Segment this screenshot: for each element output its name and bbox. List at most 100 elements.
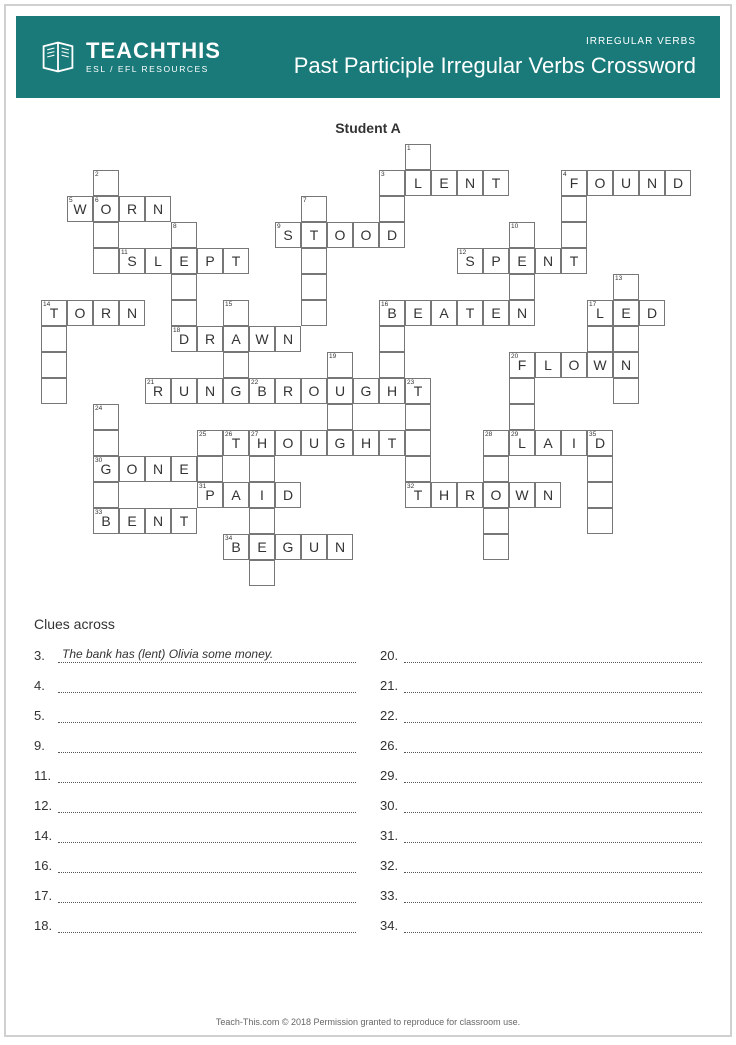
crossword-cell [249,508,275,534]
clue-line[interactable] [58,676,356,693]
clue-row: 4. [34,676,356,693]
clue-line[interactable] [58,826,356,843]
crossword-cell: G [327,430,353,456]
crossword-cell [301,248,327,274]
crossword-cell: E [483,300,509,326]
crossword-cell: N [145,508,171,534]
crossword-cell: T14 [41,300,67,326]
clue-answer: The bank has (lent) Olivia some money. [62,647,273,661]
crossword-cell: D35 [587,430,613,456]
crossword-cell: D [379,222,405,248]
crossword-cell: I [249,482,275,508]
crossword-cell: 13 [613,274,639,300]
crossword-cell: D [275,482,301,508]
crossword-cell [405,404,431,430]
clue-number: 14. [34,828,58,843]
crossword-cell [41,326,67,352]
crossword-cell [93,222,119,248]
crossword-cell: W [509,482,535,508]
clue-row: 20. [380,646,702,663]
crossword-cell: N [145,196,171,222]
crossword-cell: 7 [301,196,327,222]
crossword-cell: E [171,248,197,274]
crossword-cell: 24 [93,404,119,430]
crossword-cell: N [535,248,561,274]
clue-number: 32. [380,858,404,873]
crossword-cell: 28 [483,430,509,456]
crossword-cell: S12 [457,248,483,274]
clue-row: 12. [34,796,356,813]
crossword-cell: O [67,300,93,326]
clue-line[interactable] [58,736,356,753]
clues-column-left: 3.The bank has (lent) Olivia some money.… [34,646,356,946]
brand-tagline: ESL / EFL RESOURCES [86,65,221,74]
clue-line[interactable] [58,886,356,903]
clue-row: 14. [34,826,356,843]
crossword-cell: S9 [275,222,301,248]
crossword-cell: W [587,352,613,378]
crossword-cell: N [275,326,301,352]
clue-line[interactable] [58,916,356,933]
clue-row: 32. [380,856,702,873]
clue-line[interactable] [404,706,702,723]
clue-number: 31. [380,828,404,843]
crossword-cell [613,378,639,404]
clue-line[interactable]: The bank has (lent) Olivia some money. [58,646,356,663]
clue-line[interactable] [404,766,702,783]
clue-line[interactable] [404,886,702,903]
clue-line[interactable] [404,736,702,753]
crossword-cell: T [379,430,405,456]
crossword-cell: G [353,378,379,404]
crossword-cell: 19 [327,352,353,378]
clue-row: 30. [380,796,702,813]
crossword-cell [93,430,119,456]
crossword-cell: 1 [405,144,431,170]
crossword-cell [405,430,431,456]
crossword-cell [93,248,119,274]
crossword-cell [41,378,67,404]
clue-line[interactable] [404,826,702,843]
clue-row: 29. [380,766,702,783]
clue-line[interactable] [404,916,702,933]
clue-row: 3.The bank has (lent) Olivia some money. [34,646,356,663]
crossword-cell: O6 [93,196,119,222]
clue-line[interactable] [404,796,702,813]
clue-line[interactable] [58,706,356,723]
crossword-cell: A [535,430,561,456]
crossword-cell: E [431,170,457,196]
clue-number: 21. [380,678,404,693]
clue-line[interactable] [58,796,356,813]
crossword-cell: E [405,300,431,326]
crossword-cell [509,274,535,300]
clue-number: 30. [380,798,404,813]
crossword-cell [587,456,613,482]
crossword-cell: T [561,248,587,274]
crossword-cell: L17 [587,300,613,326]
clue-line[interactable] [58,766,356,783]
crossword-cell: N [639,170,665,196]
crossword-cell: T26 [223,430,249,456]
crossword-cell: 3 [379,170,405,196]
crossword-cell: D [665,170,691,196]
clue-row: 22. [380,706,702,723]
clue-line[interactable] [404,856,702,873]
header-bar: TEACHTHIS ESL / EFL RESOURCES IRREGULAR … [16,16,720,98]
clue-line[interactable] [404,676,702,693]
crossword-cell: D [639,300,665,326]
crossword-cell: N [145,456,171,482]
crossword-cell [587,326,613,352]
clue-line[interactable] [404,646,702,663]
crossword-cell [587,482,613,508]
crossword-cell [301,274,327,300]
crossword-cell: U [327,378,353,404]
crossword-cell: A [431,300,457,326]
crossword-cell: F20 [509,352,535,378]
clue-row: 31. [380,826,702,843]
crossword-cell: N [197,378,223,404]
clue-line[interactable] [58,856,356,873]
crossword-cell: O [561,352,587,378]
brand-name: TEACHTHIS [86,40,221,62]
crossword-cell: O [275,430,301,456]
clue-number: 5. [34,708,58,723]
crossword-cell: P [483,248,509,274]
